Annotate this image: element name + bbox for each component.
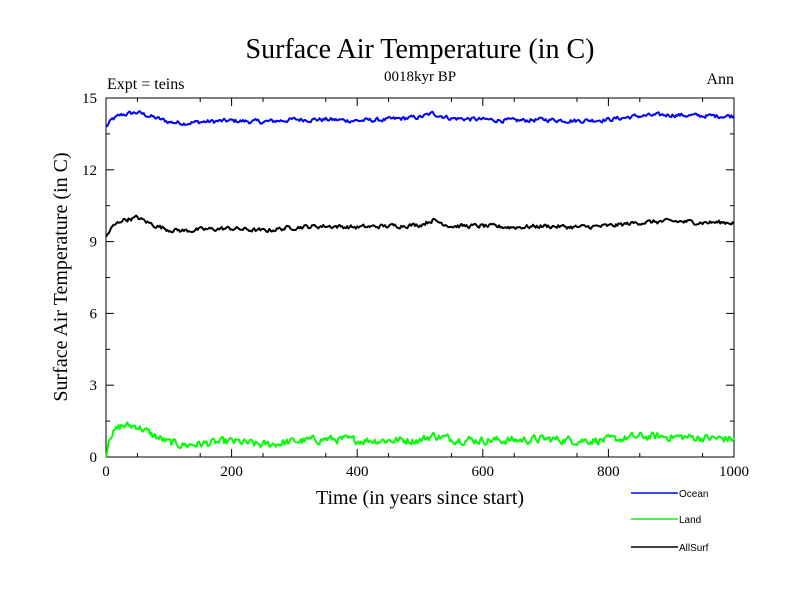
x-tick-label: 0 (102, 464, 110, 480)
legend-label-ocean: Ocean (679, 489, 708, 500)
season-annotation: Ann (706, 71, 734, 88)
y-axis-label: Surface Air Temperature (in C) (50, 152, 72, 401)
legend: Ocean Land AllSurf (631, 489, 709, 554)
y-tick-label: 9 (90, 235, 98, 251)
x-tick-label: 400 (346, 464, 369, 480)
chart-subtitle: 0018kyr BP (384, 69, 456, 85)
x-tick-label: 800 (597, 464, 620, 480)
experiment-annotation: Expt = teins (107, 76, 184, 93)
series-line-land (105, 421, 735, 458)
x-tick-label: 200 (220, 464, 243, 480)
series-line-allsurf (105, 214, 735, 238)
chart-title: Surface Air Temperature (in C) (246, 34, 595, 65)
x-axis-label: Time (in years since start) (316, 487, 524, 509)
legend-label-allsurf: AllSurf (679, 543, 709, 554)
legend-label-land: Land (679, 515, 701, 526)
y-tick-label: 3 (90, 378, 98, 394)
y-tick-label: 0 (90, 450, 98, 466)
x-tick-label: 600 (472, 464, 495, 480)
y-tick-label: 15 (82, 91, 97, 107)
y-tick-label: 6 (90, 306, 98, 322)
y-tick-label: 12 (82, 163, 97, 179)
x-tick-label: 1000 (719, 464, 749, 480)
series-line-ocean (105, 110, 735, 128)
plot-frame (105, 97, 735, 458)
